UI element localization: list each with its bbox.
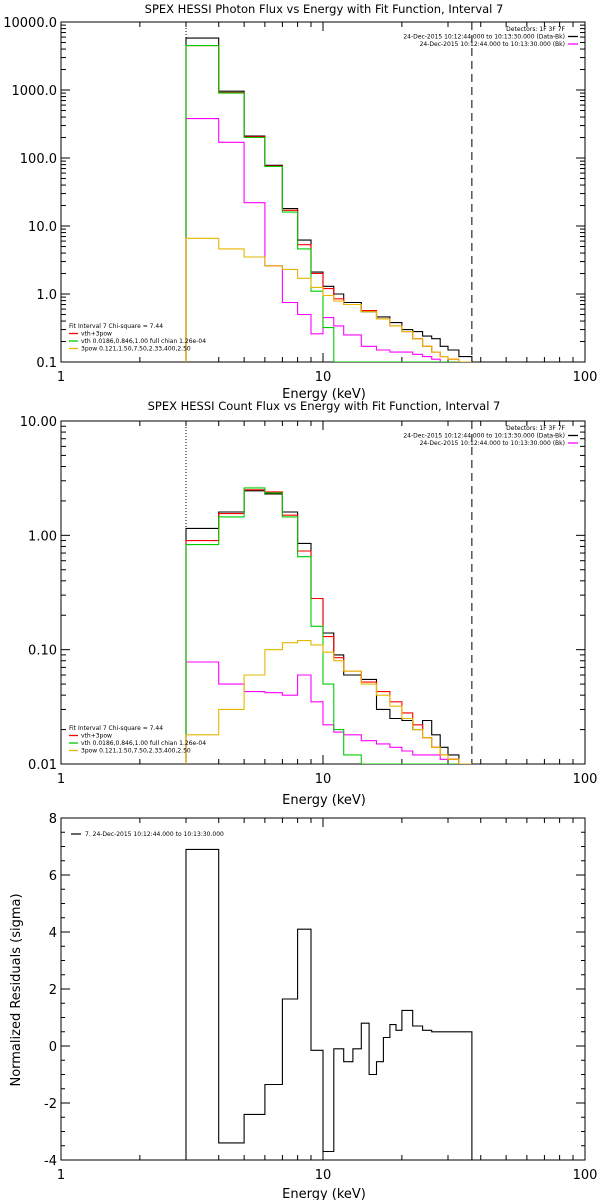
x-tick-label: 10 (315, 1168, 332, 1183)
y-tick-label: 1.00 (28, 529, 57, 544)
x-tick-label: 10 (315, 772, 332, 787)
info-text-line: 24-Dec-2015 10:12:44.000 to 10:13:30.000… (403, 34, 565, 41)
legend-title: Fit Interval 7 Chi-square = 7.44 (69, 725, 163, 732)
legend-entry: vth+3pow (81, 733, 112, 740)
y-tick-label: 0 (49, 1040, 57, 1055)
series-line-1 (185, 118, 472, 362)
series-group (185, 848, 473, 1160)
series-group (185, 37, 473, 362)
residuals-panel-ylabel: Normalized Residuals (sigma) (9, 893, 24, 1086)
x-tick-label: 100 (573, 370, 598, 385)
y-tick-label: 2 (49, 983, 57, 998)
y-tick-label: -4 (44, 1154, 57, 1169)
series-line-3 (185, 487, 472, 764)
y-tick-label: 100.0 (20, 152, 57, 167)
info-text-line: 24-Dec-2015 10:12:44.000 to 10:13:30.000… (420, 41, 565, 48)
y-tick-label: -2 (44, 1097, 57, 1112)
series-line-3 (185, 45, 472, 362)
x-tick-label: 1 (57, 1168, 65, 1183)
series-line-4 (185, 640, 472, 764)
x-tick-label: 10 (315, 370, 332, 385)
series-line-4 (185, 237, 472, 362)
residuals-panel-xlabel: Energy (keV) (282, 1187, 366, 1200)
photon-panel-xlabel: Energy (keV) (282, 387, 366, 402)
photon-panel-title: SPEX HESSI Photon Flux vs Energy with Fi… (145, 2, 504, 16)
y-tick-label: 8 (49, 812, 57, 827)
legend-title: Fit Interval 7 Chi-square = 7.44 (69, 323, 163, 330)
count-flux-panel: SPEX HESSI Count Flux vs Energy with Fit… (20, 399, 598, 808)
photon-flux-panel: SPEX HESSI Photon Flux vs Energy with Fi… (3, 2, 597, 402)
x-tick-label: 100 (573, 1168, 598, 1183)
legend-entry: 3pow 0.121,1.50,7.50,2.33,400,2.50 (81, 346, 191, 353)
info-text-line: Detectors: 1F 3F 7F (506, 425, 565, 432)
y-tick-label: 1000.0 (12, 84, 58, 99)
x-tick-label: 100 (573, 772, 598, 787)
y-tick-label: 10.00 (20, 415, 57, 430)
count-panel-title: SPEX HESSI Count Flux vs Energy with Fit… (148, 399, 501, 413)
legend-entry: vth 0.0186,0.846,1.00 full chian 1.26e-0… (81, 338, 206, 345)
series-line-0 (185, 848, 473, 1160)
y-tick-label: 4 (49, 926, 57, 941)
y-tick-label: 0.01 (28, 758, 57, 773)
info-text-line: Detectors: 1F 3F 7F (506, 26, 565, 33)
info-text-line: 24-Dec-2015 10:12:44.000 to 10:13:30.000… (420, 440, 565, 447)
residuals-panel: Energy (keV) Normalized Residuals (sigma… (9, 812, 597, 1200)
y-tick-label: 6 (49, 869, 57, 884)
legend-entry: vth+3pow (81, 331, 112, 338)
legend-entry: vth 0.0186,0.846,1.00 full chian 1.26e-0… (81, 740, 206, 747)
x-tick-label: 1 (57, 370, 65, 385)
y-tick-label: 10.0 (28, 220, 57, 235)
series-group (185, 487, 472, 764)
y-tick-label: 1.0 (36, 288, 57, 303)
x-tick-label: 1 (57, 772, 65, 787)
info-text-line: 24-Dec-2015 10:12:44.000 to 10:13:30.000… (403, 433, 565, 440)
y-tick-label: 10000.0 (3, 16, 57, 31)
legend-entry: 3pow 0.121,1.50,7.50,2.33,400,2.50 (81, 748, 191, 755)
y-tick-label: 0.1 (36, 356, 57, 371)
legend-entry: 7. 24-Dec-2015 10:12:44.000 to 10:13:30.… (85, 831, 224, 838)
y-tick-label: 0.10 (28, 644, 57, 659)
count-panel-xlabel: Energy (keV) (282, 793, 366, 808)
